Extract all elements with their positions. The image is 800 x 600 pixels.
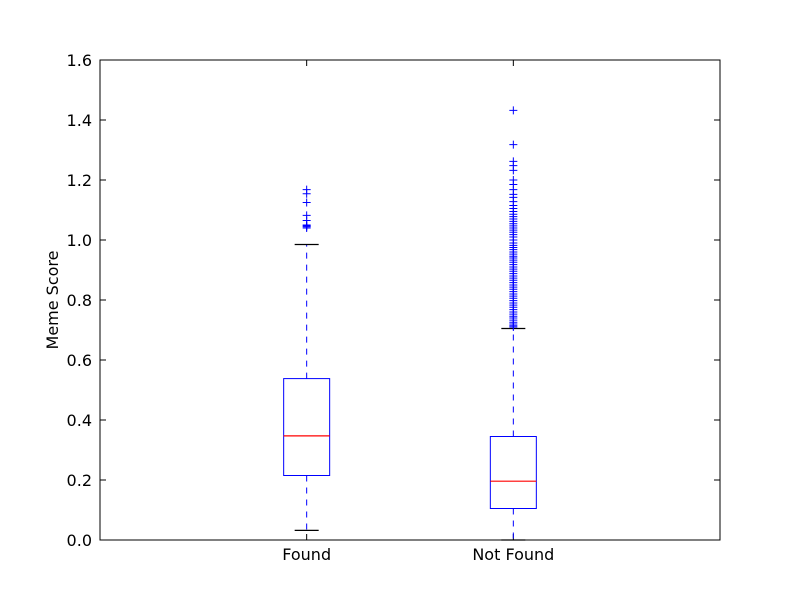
y-axis-label: Meme Score <box>43 251 62 350</box>
box-1 <box>283 185 331 532</box>
y-tick-label: 0.8 <box>67 291 92 310</box>
outlier-marker <box>302 189 311 198</box>
outlier-marker <box>509 323 518 331</box>
y-tick-label: 0.4 <box>67 411 92 430</box>
outlier-marker <box>509 140 518 149</box>
y-tick-label: 1.0 <box>67 231 92 250</box>
y-tick-label: 0.0 <box>67 531 92 550</box>
y-tick-label: 1.4 <box>67 111 92 130</box>
y-tick-label: 0.2 <box>67 471 92 490</box>
box-2 <box>489 106 537 541</box>
y-tick-label: 0.6 <box>67 351 92 370</box>
y-tick-label: 1.2 <box>67 171 92 190</box>
y-tick-label: 1.6 <box>67 51 92 70</box>
iqr-box <box>489 436 537 509</box>
outlier-marker <box>302 198 311 207</box>
outlier-marker <box>302 224 311 232</box>
x-axis: Found Not Found <box>282 60 554 564</box>
box-group <box>283 106 537 541</box>
x-tick-label: Not Found <box>472 545 554 564</box>
x-tick-label: Found <box>282 545 331 564</box>
iqr-box <box>283 378 331 477</box>
y-axis: 0.0 0.2 0.4 0.6 0.8 1.0 1.2 1.4 1.6 <box>67 51 720 550</box>
axes-frame <box>99 59 721 541</box>
outlier-marker <box>509 106 518 115</box>
outlier-marker <box>509 166 518 175</box>
